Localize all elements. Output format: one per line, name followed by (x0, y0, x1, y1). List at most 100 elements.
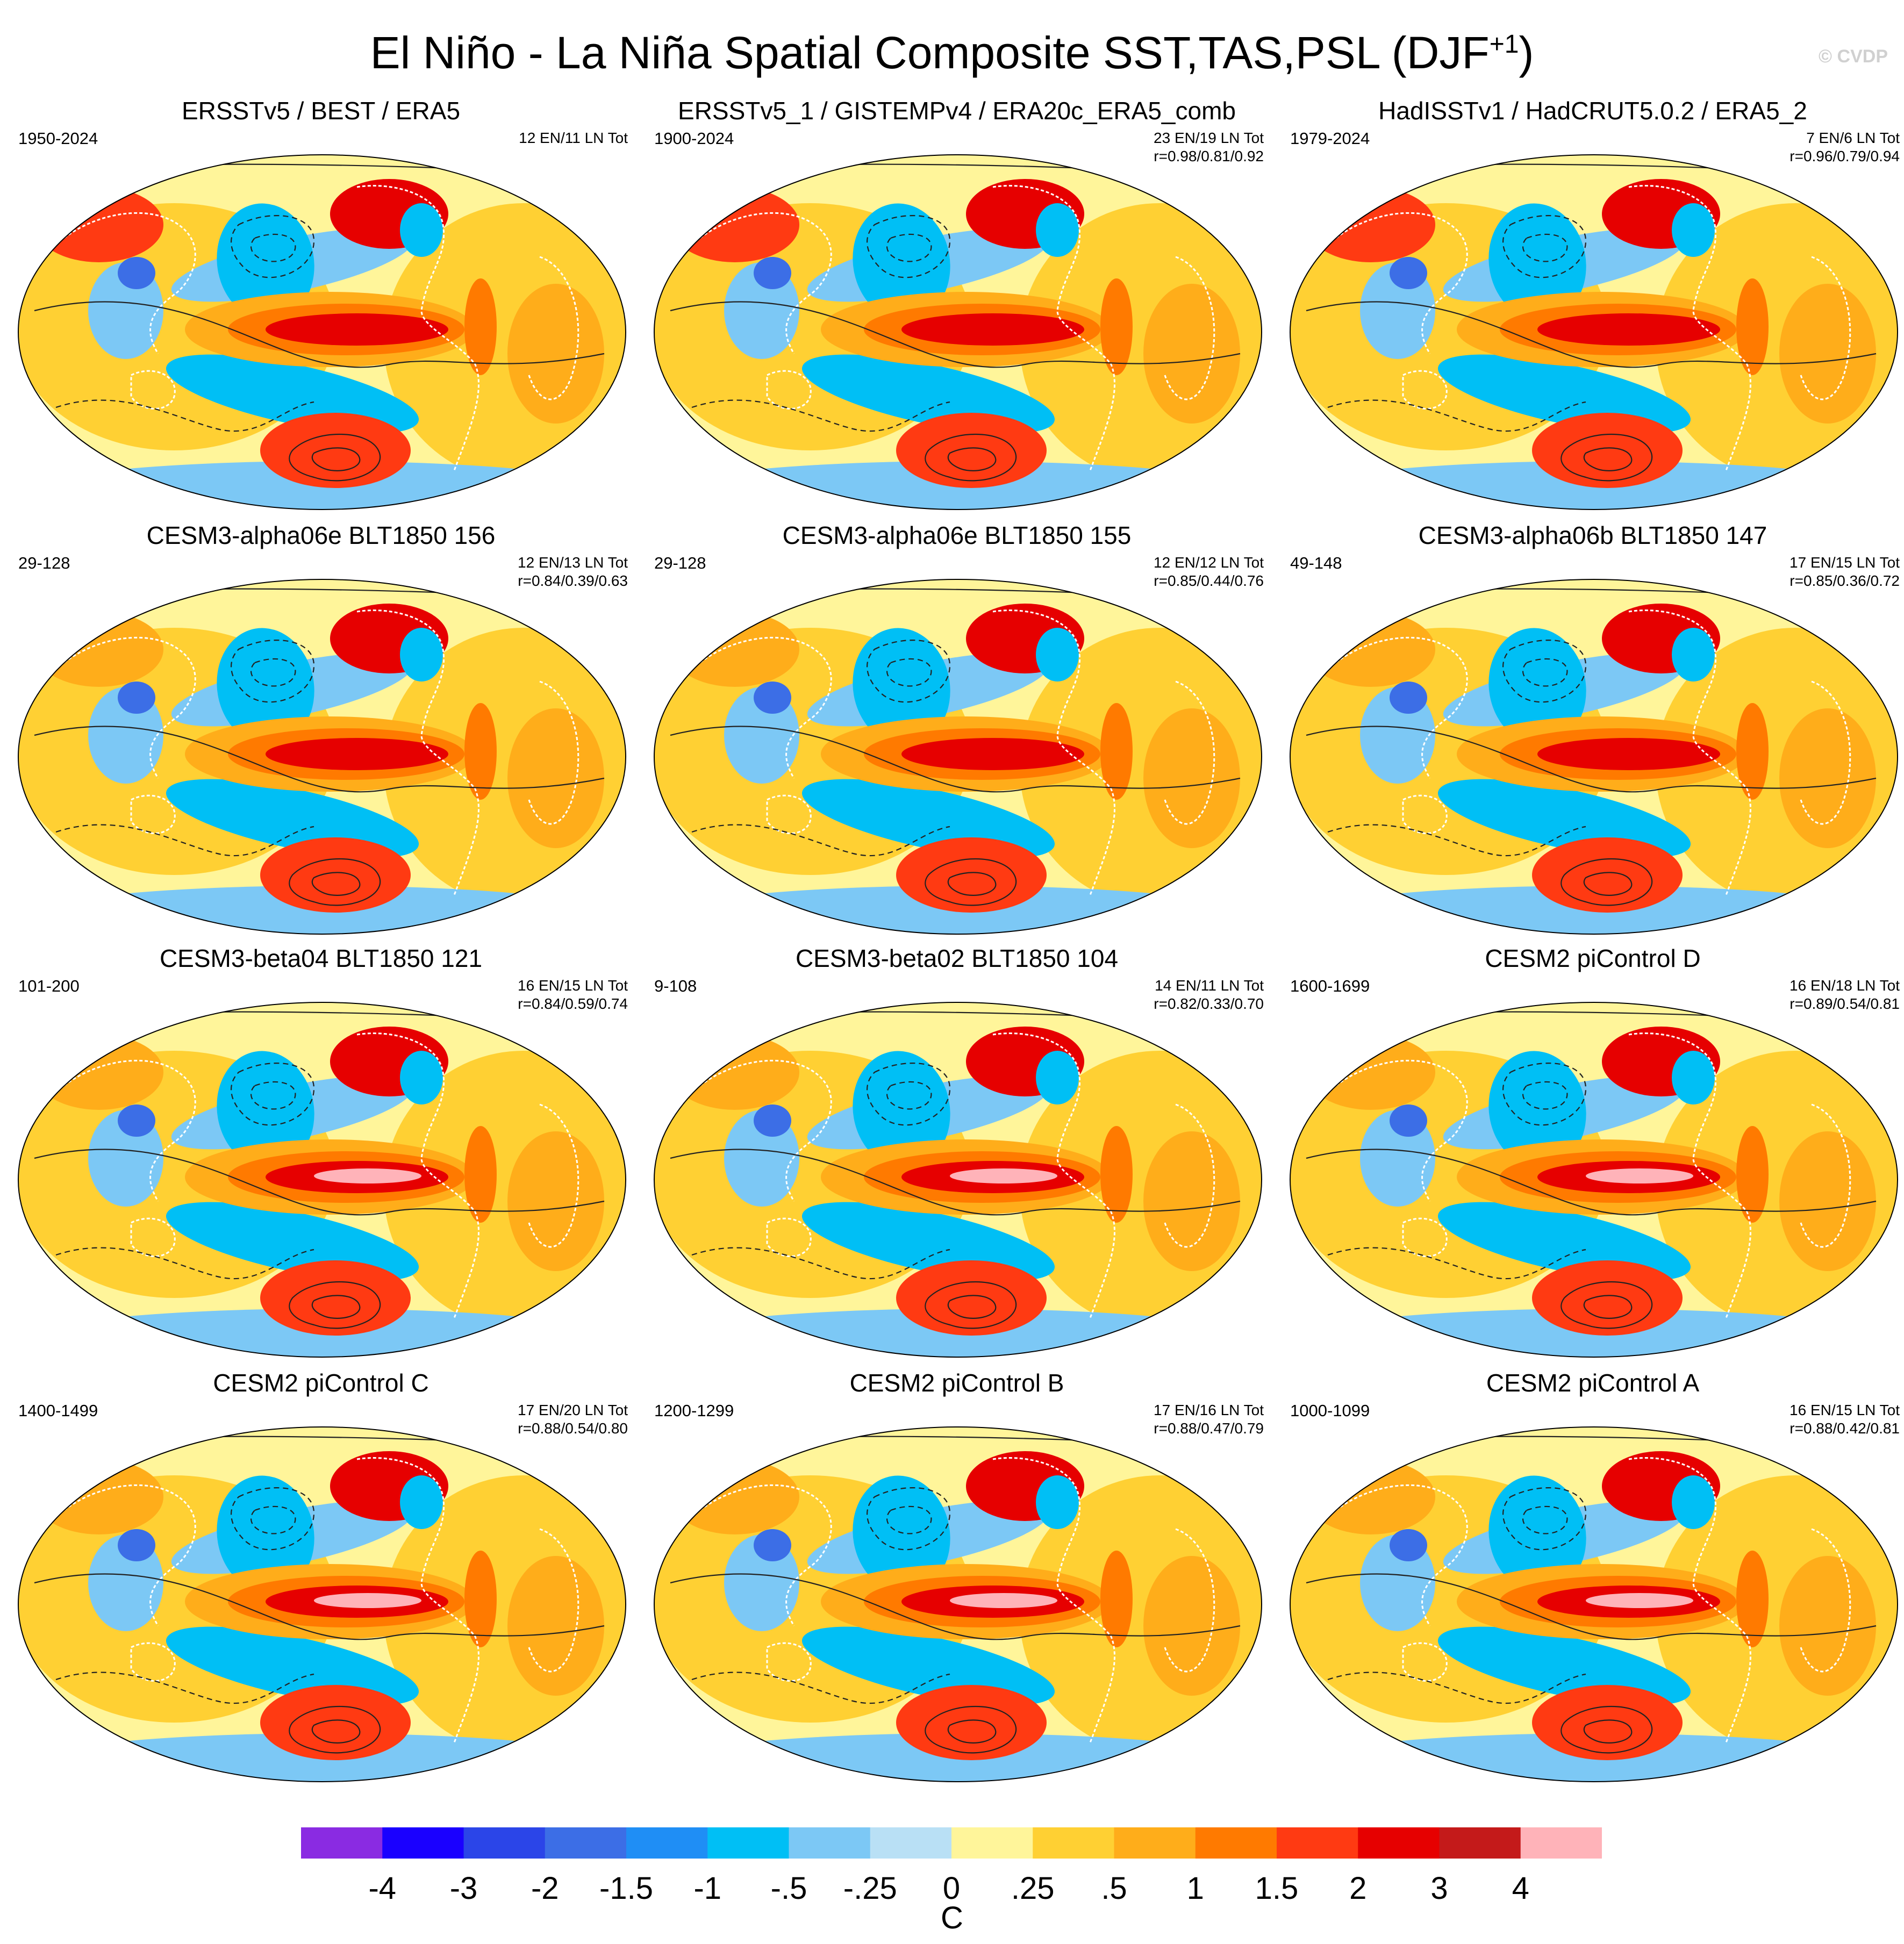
coastline-africa (528, 680, 579, 825)
arctic-anomaly (1293, 1002, 1895, 1043)
map-panel: CESM2 piControl D 1600-1699 16 EN/18 LN To… (1278, 943, 1904, 1362)
eurasia-anomaly (34, 1035, 163, 1110)
psl-contour-south-pacific-high (289, 858, 381, 906)
map-outline (18, 1002, 626, 1358)
map-panel: CESM2 piControl A 1000-1099 16 EN/15 LN To… (1278, 1368, 1904, 1787)
south-america-warm-anomaly (1736, 1551, 1769, 1647)
arctic-anomaly (1293, 155, 1895, 195)
psl-contour-south-pacific-high-inner (311, 447, 361, 471)
psl-contour-aleutian-low-inner (886, 1505, 932, 1534)
robinson-map (18, 1426, 626, 1782)
map-panel: CESM3-beta02 BLT1850 104 9-108 14 EN/11 LN… (642, 943, 1271, 1362)
map-outline (1290, 579, 1898, 935)
event-counts: 17 EN/16 LN Tot (1154, 1402, 1264, 1418)
south-america-warm-anomaly (464, 1551, 497, 1647)
psl-contour-positive (1306, 1149, 1877, 1216)
enso-tongue-peak (314, 1168, 421, 1183)
colorbar-tick-label: 1.5 (1255, 1871, 1299, 1906)
colorbar-swatch (870, 1827, 952, 1859)
robinson-map (18, 1002, 626, 1358)
south-pacific-warm-anomaly (1532, 837, 1683, 913)
psl-contour-positive (670, 1573, 1241, 1640)
south-pacific-warm-anomaly (896, 1260, 1047, 1336)
map-panel: CESM3-alpha06b BLT1850 147 49-148 17 EN/15… (1278, 520, 1904, 939)
north-pacific-cool-core (217, 1475, 314, 1594)
coastline-africa (1800, 256, 1851, 400)
psl-contour-negative (55, 1672, 314, 1704)
south-pacific-warm-anomaly (260, 837, 411, 913)
south-pacific-cool-band (1437, 1202, 1691, 1281)
coastline-americas (992, 185, 1115, 472)
coastline-americas (356, 185, 479, 472)
colorbar-labels: -4 -3 -2 -1.5 -1 -.5 -.25 0 .25 .5 1 1.5 2 3 4 (0, 1870, 1904, 1908)
asia-cool-spot (118, 1104, 155, 1137)
psl-contour-south-pacific-high (1561, 434, 1652, 482)
coastline-eurasia (680, 1059, 832, 1202)
south-america-warm-anomaly (464, 703, 497, 800)
south-pacific-warm-anomaly (260, 1260, 411, 1336)
asia-cool-spot (118, 257, 155, 289)
colorbar-swatch (382, 1827, 464, 1859)
south-pacific-cool-band (1437, 1626, 1691, 1706)
south-pacific-cool-band (1437, 354, 1691, 434)
coastline-eurasia (1316, 636, 1468, 779)
enso-tongue-core (266, 313, 448, 346)
coastline-africa (1164, 256, 1215, 400)
colorbar (301, 1827, 1602, 1859)
figure-title: El Niño - La Niña Spatial Composite SST,… (370, 27, 1534, 78)
south-america-warm-anomaly (1100, 703, 1133, 800)
psl-contour-aleutian-low-inner (886, 233, 932, 262)
enso-tongue-core (266, 738, 448, 770)
coastline-africa (528, 256, 579, 400)
panel-years: 29-128 (18, 554, 70, 572)
asia-cool-spot (1390, 1529, 1427, 1561)
eurasia-anomaly (34, 612, 163, 687)
map-outline (1290, 1002, 1898, 1358)
coastline-americas (992, 1032, 1115, 1320)
psl-contour-negative (1327, 1247, 1586, 1280)
map-outline (18, 579, 626, 935)
pattern-correlation: r=0.88/0.47/0.79 (1154, 1420, 1264, 1437)
south-pacific-warm-anomaly (260, 413, 411, 488)
map-panel: CESM3-beta04 BLT1850 121 101-200 16 EN/15 … (6, 943, 635, 1362)
arctic-anomaly (21, 579, 623, 620)
coastline-africa (1800, 1103, 1851, 1248)
asia-cool-spot (754, 682, 791, 714)
colorbar-tick-label: -4 (368, 1871, 397, 1906)
panel-title: CESM3-beta04 BLT1850 121 (159, 944, 483, 972)
indian-ocean-warm-anomaly (507, 1556, 604, 1696)
eastern-na-cool-anomaly (400, 1051, 443, 1104)
panel-title: CESM3-beta02 BLT1850 104 (795, 944, 1119, 972)
colorbar-tick-label: .25 (1011, 1871, 1055, 1906)
map-outline (18, 1426, 626, 1782)
pattern-correlation: r=0.85/0.44/0.76 (1154, 572, 1264, 589)
psl-contour-negative (55, 399, 314, 432)
southern-ocean-anomaly (21, 1309, 623, 1357)
panel-title: CESM2 piControl A (1486, 1369, 1700, 1397)
asia-cool-spot (118, 682, 155, 714)
south-pacific-warm-anomaly (1532, 413, 1683, 488)
psl-contour-south-pacific-high-inner (947, 1295, 997, 1319)
event-counts: 12 EN/11 LN Tot (519, 130, 628, 146)
south-pacific-cool-band (166, 1626, 419, 1706)
pattern-correlation: r=0.82/0.33/0.70 (1154, 995, 1264, 1012)
coastline-africa (1164, 680, 1215, 825)
south-pacific-warm-anomaly (1532, 1260, 1683, 1336)
panel-stats: 14 EN/11 LN Tot r=0.82/0.33/0.70 (1154, 977, 1264, 1013)
map-outline (654, 154, 1262, 510)
colorbar-tick-label: -1.5 (599, 1871, 653, 1906)
arctic-anomaly (657, 1002, 1259, 1043)
eurasia-anomaly (670, 187, 799, 262)
colorbar-tick-label: -2 (531, 1871, 559, 1906)
asia-cool-spot (1390, 682, 1427, 714)
coastline-africa (1800, 680, 1851, 825)
event-counts: 16 EN/15 LN Tot (1790, 1402, 1900, 1418)
colorbar-swatch (1114, 1827, 1196, 1859)
enso-tongue-core (1537, 738, 1720, 770)
colorbar-swatch (1195, 1827, 1277, 1859)
southern-ocean-anomaly (1293, 1309, 1895, 1357)
eastern-na-cool-anomaly (1036, 1475, 1079, 1529)
panel-years: 101-200 (18, 977, 80, 995)
psl-contour-aleutian-low (1502, 215, 1587, 278)
eastern-na-cool-anomaly (1672, 203, 1715, 257)
